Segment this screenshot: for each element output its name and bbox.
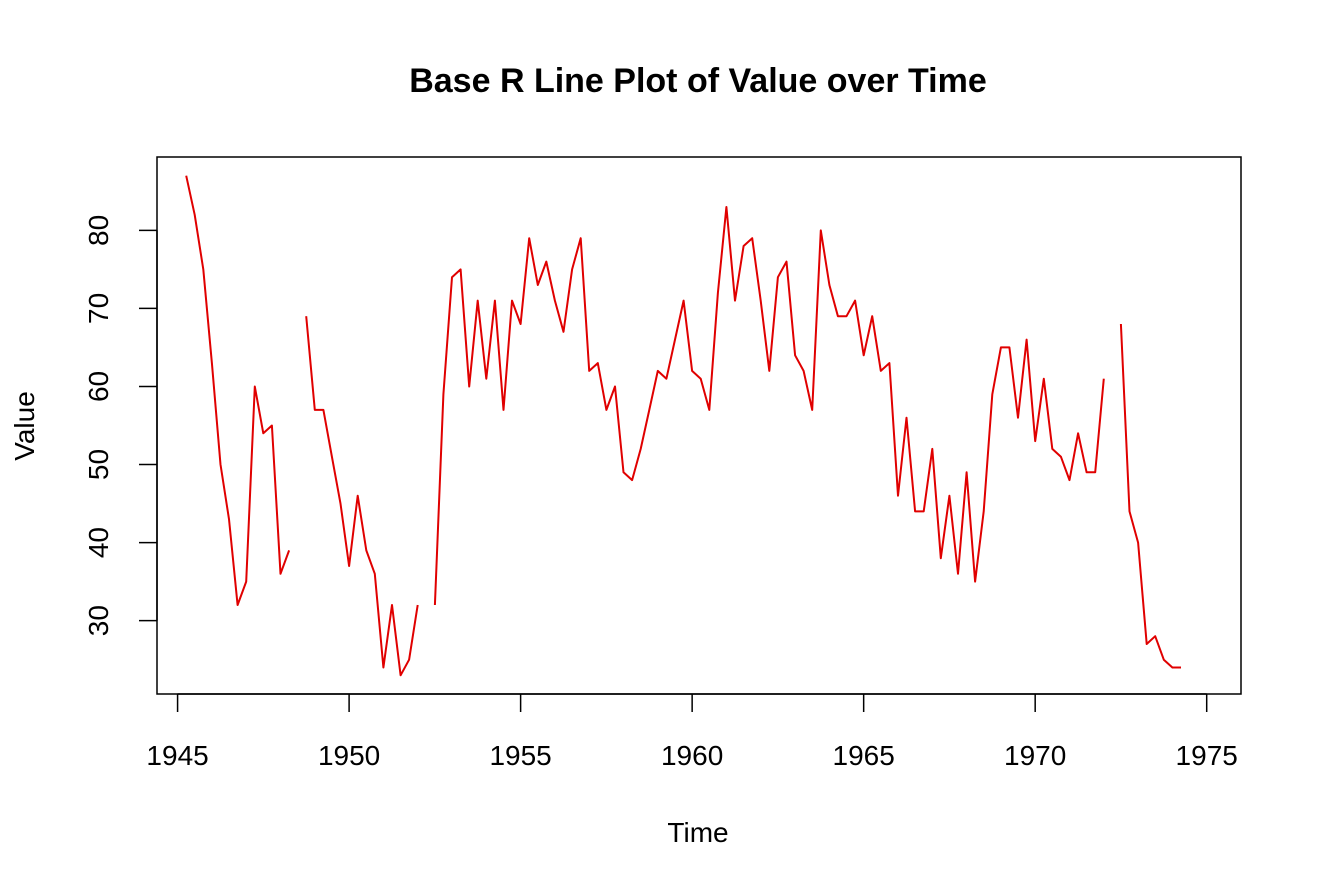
x-tick-label: 1945 <box>146 740 208 771</box>
chart-title: Base R Line Plot of Value over Time <box>409 62 987 100</box>
y-tick-label: 40 <box>83 527 114 558</box>
x-tick-label: 1955 <box>489 740 551 771</box>
x-tick-label: 1970 <box>1004 740 1066 771</box>
y-axis-label: Value <box>9 391 40 461</box>
x-tick-label: 1960 <box>661 740 723 771</box>
y-axis: 30 40 50 60 70 80 <box>83 215 158 636</box>
y-tick-label: 60 <box>83 371 114 402</box>
y-tick-label: 30 <box>83 605 114 636</box>
x-tick-label: 1950 <box>318 740 380 771</box>
x-tick-label: 1965 <box>833 740 895 771</box>
y-tick-label: 70 <box>83 293 114 324</box>
x-axis-label: Time <box>667 817 728 848</box>
series-layer <box>185 175 1181 677</box>
x-axis: 1945 1950 1955 1960 1965 1970 1975 <box>146 693 1238 771</box>
plot-box <box>156 156 1242 695</box>
x-tick-label: 1975 <box>1176 740 1238 771</box>
series-line <box>185 175 1181 677</box>
y-tick-label: 80 <box>83 215 114 246</box>
y-tick-label: 50 <box>83 449 114 480</box>
